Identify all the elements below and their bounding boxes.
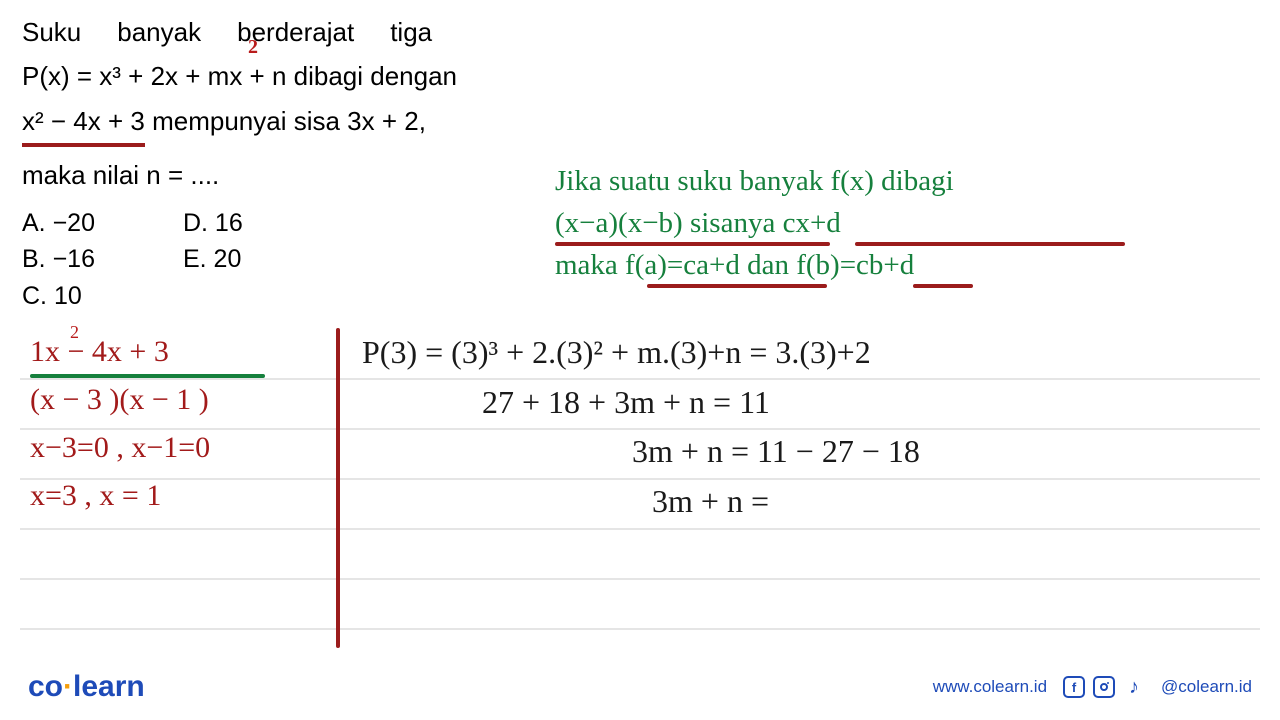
problem-line2: P(x) = x³ + 2x + mx + n dibagi dengan: [22, 56, 542, 96]
exponent-annot: 2: [70, 318, 79, 347]
word: banyak: [117, 12, 201, 52]
social-icons: f ♪: [1063, 676, 1145, 698]
answer-options: A. −20 B. −16 C. 10 D. 16 E. 20: [22, 205, 542, 314]
footer: co·learn www.colearn.id f ♪ @colearn.id: [0, 670, 1280, 704]
green-line1: Jika suatu suku banyak f(x) dibagi: [555, 160, 1235, 202]
left-line3: x−3=0 , x−1=0: [30, 424, 210, 472]
right-line1: P(3) = (3)³ + 2.(3)² + m.(3)+n = 3.(3)+2: [362, 328, 920, 378]
option-d: D. 16: [183, 205, 243, 241]
vertical-divider: [336, 328, 340, 648]
problem-line1: Suku banyak berderajat tiga: [22, 12, 542, 52]
left-line1-text: 1x − 4x + 3: [30, 335, 169, 368]
footer-handle: @colearn.id: [1161, 677, 1252, 697]
green-line2: (x−a)(x−b) sisanya cx+d: [555, 202, 1235, 244]
problem-line3: x² − 4x + 3 mempunyai sisa 3x + 2,: [22, 101, 542, 147]
options-col2: D. 16 E. 20: [183, 205, 243, 314]
left-line2: (x − 3 )(x − 1 ): [30, 376, 210, 424]
green-line3-text: maka f(a)=ca+d dan f(b)=cb+d: [555, 249, 914, 281]
left-line4: x=3 , x = 1: [30, 472, 210, 520]
logo-part-a: co: [28, 670, 63, 703]
handwritten-exponent-icon: 2: [248, 36, 258, 59]
green-line3: maka f(a)=ca+d dan f(b)=cb+d: [555, 244, 1235, 286]
work-right-column: P(3) = (3)³ + 2.(3)² + m.(3)+n = 3.(3)+2…: [362, 328, 920, 526]
right-line4: 3m + n =: [362, 477, 920, 527]
left-line1: 1x − 4x + 3 2: [30, 328, 210, 376]
underline-icon: [30, 374, 265, 378]
option-b: B. −16: [22, 241, 95, 277]
problem-text: Suku banyak berderajat tiga P(x) = x³ + …: [22, 12, 542, 314]
problem-line4: maka nilai n = ....: [22, 155, 542, 195]
footer-url: www.colearn.id: [933, 677, 1047, 697]
logo-dot-icon: ·: [63, 670, 73, 703]
right-line3: 3m + n = 11 − 27 − 18: [362, 427, 920, 477]
green-line2-text: (x−a)(x−b) sisanya cx+d: [555, 207, 841, 239]
green-theorem-note: Jika suatu suku banyak f(x) dibagi (x−a)…: [555, 160, 1235, 286]
divisor-expr: x² − 4x + 3: [22, 101, 145, 147]
rule-line: [20, 578, 1260, 580]
rule-line: [20, 528, 1260, 530]
option-c: C. 10: [22, 278, 95, 314]
option-e: E. 20: [183, 241, 243, 277]
logo-part-b: learn: [73, 670, 145, 703]
colearn-logo: co·learn: [28, 670, 145, 704]
worksheet-area: 1x − 4x + 3 2 (x − 3 )(x − 1 ) x−3=0 , x…: [0, 328, 1280, 668]
footer-right: www.colearn.id f ♪ @colearn.id: [933, 676, 1252, 698]
instagram-icon: [1093, 676, 1115, 698]
options-col1: A. −20 B. −16 C. 10: [22, 205, 95, 314]
underline-icon: [913, 284, 973, 288]
underline-icon: [647, 284, 827, 288]
word: Suku: [22, 12, 81, 52]
facebook-icon: f: [1063, 676, 1085, 698]
right-line2: 27 + 18 + 3m + n = 11: [362, 378, 920, 428]
rule-line: [20, 628, 1260, 630]
work-left-column: 1x − 4x + 3 2 (x − 3 )(x − 1 ) x−3=0 , x…: [30, 328, 210, 520]
problem-line3-rest: mempunyai sisa 3x + 2,: [152, 106, 426, 136]
word: tiga: [390, 12, 432, 52]
option-a: A. −20: [22, 205, 95, 241]
tiktok-icon: ♪: [1123, 676, 1145, 698]
